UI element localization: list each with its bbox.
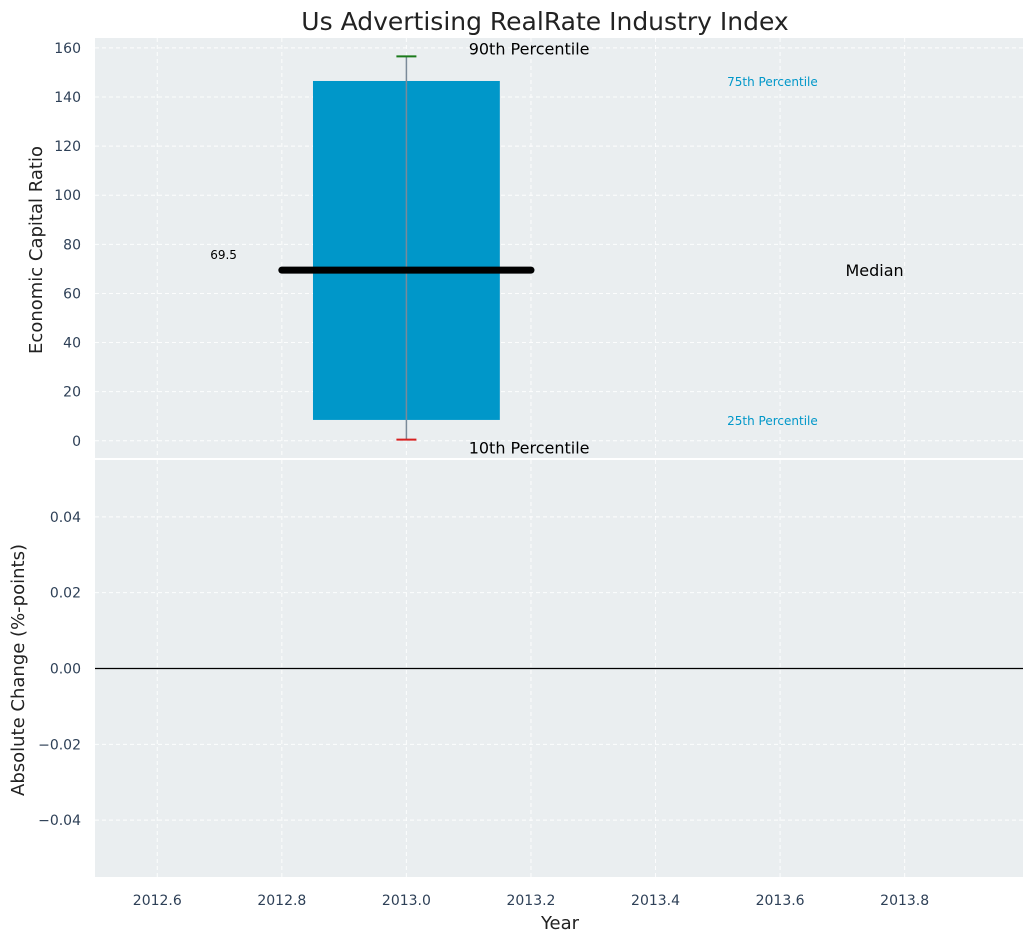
bottom-y-tick-label: 0.04 — [50, 510, 81, 526]
x-tick-label: 2013.8 — [880, 893, 929, 909]
bottom-y-axis-label: Absolute Change (%-points) — [8, 544, 29, 796]
bottom-y-tick-label: 0.02 — [50, 586, 81, 602]
p10-label: 10th Percentile — [469, 439, 590, 458]
x-tick-label: 2013.6 — [756, 893, 805, 909]
bottom-y-tick-label: −0.04 — [38, 813, 81, 829]
p25-label: 25th Percentile — [727, 414, 818, 428]
top-y-tick-label: 0 — [72, 434, 81, 450]
bottom-y-ticks: 0.04 0.02 0.00 −0.02 −0.04 — [38, 510, 81, 829]
median-label: Median — [845, 261, 903, 280]
bottom-y-tick-label: 0.00 — [50, 662, 81, 678]
top-y-tick-label: 100 — [54, 188, 81, 204]
bottom-y-tick-label: −0.02 — [38, 737, 81, 753]
top-y-tick-label: 120 — [54, 139, 81, 155]
x-axis-label: Year — [540, 913, 580, 934]
x-tick-label: 2013.2 — [506, 893, 555, 909]
top-y-tick-label: 140 — [54, 90, 81, 106]
top-y-tick-label: 80 — [63, 237, 81, 253]
x-ticks: 2012.6 2012.8 2013.0 2013.2 2013.4 2013.6 2013… — [133, 893, 929, 909]
x-tick-label: 2012.6 — [133, 893, 182, 909]
p75-label: 75th Percentile — [727, 75, 818, 89]
p90-label: 90th Percentile — [469, 39, 590, 58]
top-y-tick-label: 20 — [63, 385, 81, 401]
top-panel: 0 20 40 60 80 100 120 140 160 90th Percentile 10t… — [26, 38, 1023, 458]
top-y-tick-label: 60 — [63, 286, 81, 302]
top-y-ticks: 0 20 40 60 80 100 120 140 160 — [54, 41, 81, 450]
bottom-panel: 0.04 0.02 0.00 −0.02 −0.04 Absolute Change (… — [8, 460, 1023, 877]
median-value-label: 69.5 — [210, 248, 237, 262]
x-tick-label: 2013.4 — [631, 893, 680, 909]
chart-title: Us Advertising RealRate Industry Index — [301, 7, 788, 36]
top-y-tick-label: 40 — [63, 336, 81, 352]
x-tick-label: 2013.0 — [382, 893, 431, 909]
top-panel-background — [95, 38, 1023, 458]
x-tick-label: 2012.8 — [257, 893, 306, 909]
top-y-tick-label: 160 — [54, 41, 81, 57]
top-y-axis-label: Economic Capital Ratio — [26, 146, 47, 354]
top-marks: 90th Percentile 10th Percentile 75th Perce… — [210, 39, 903, 457]
